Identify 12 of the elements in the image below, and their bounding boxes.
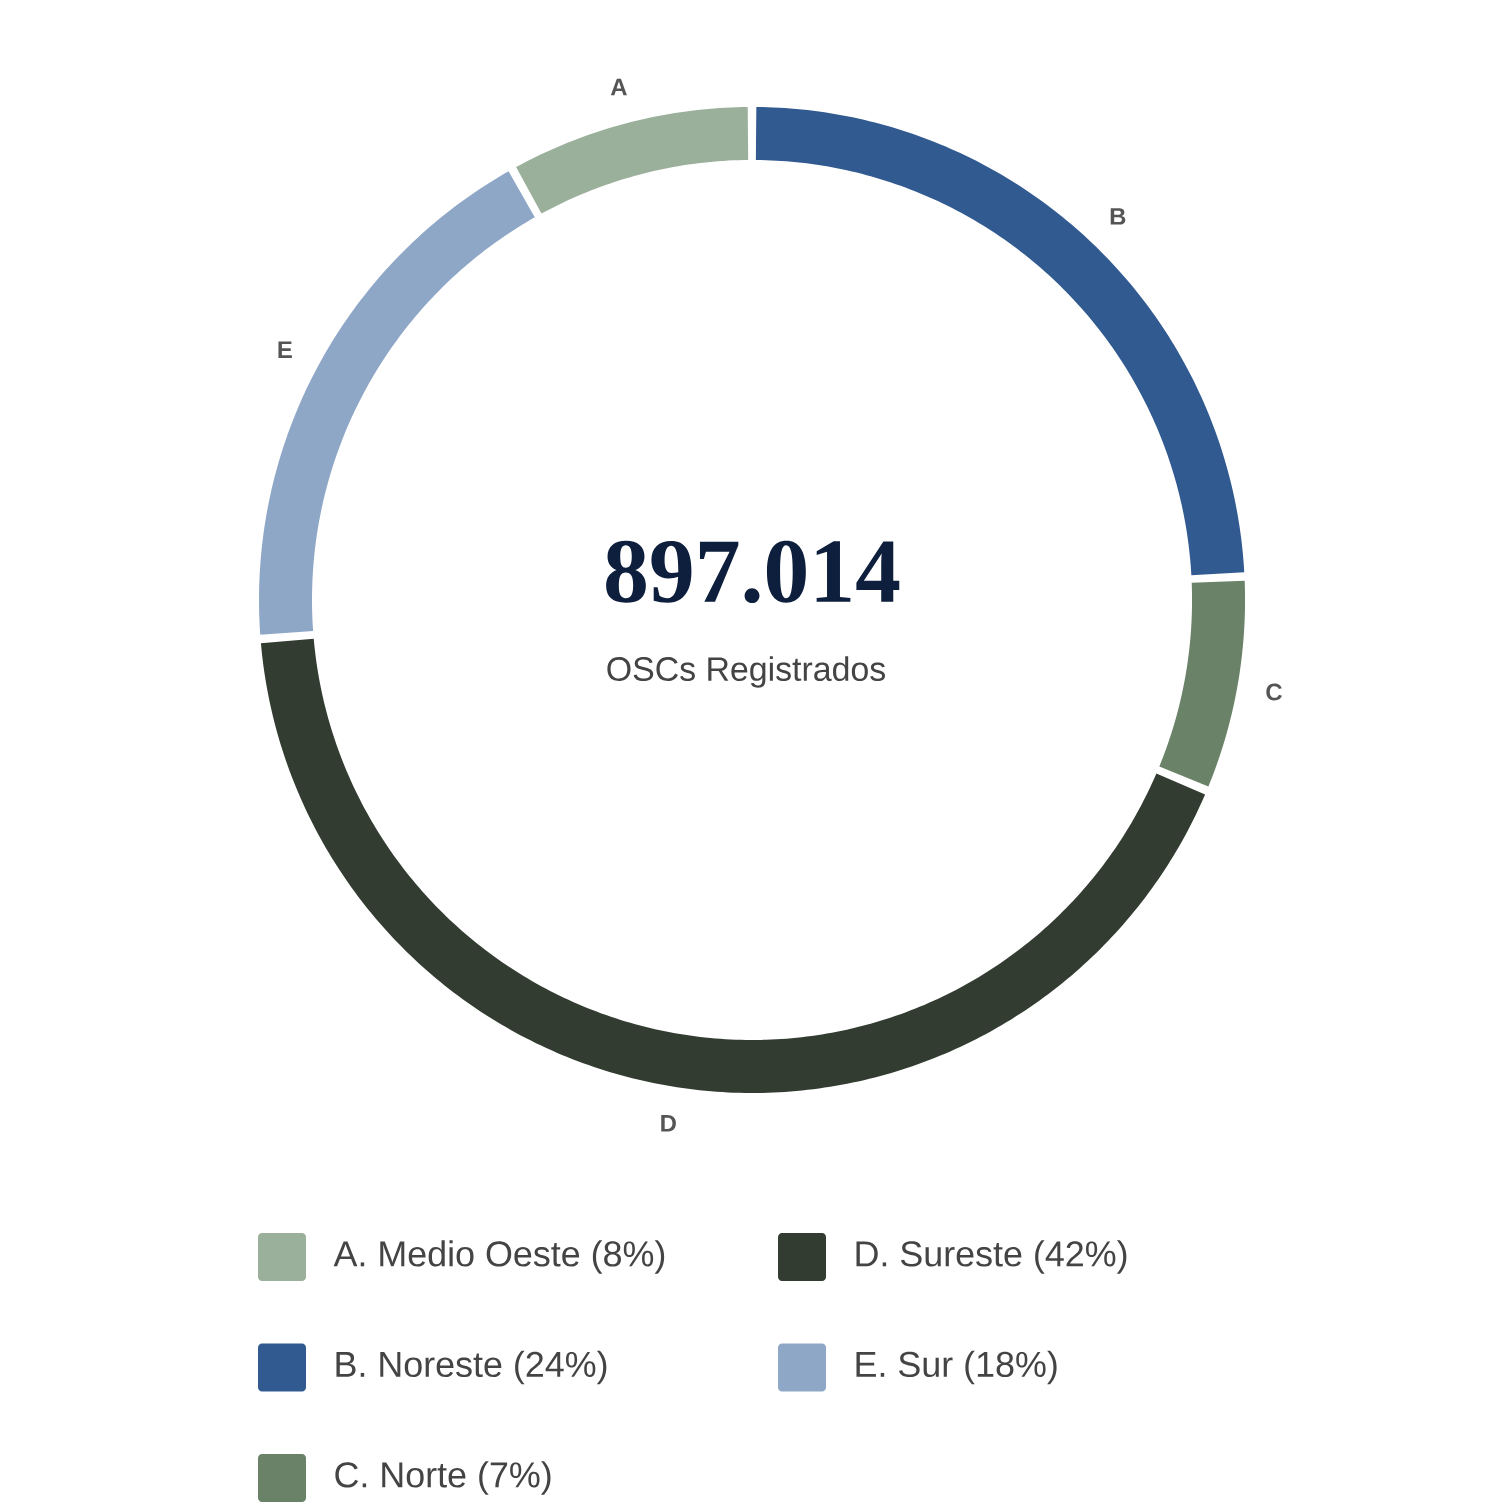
text: B (1110, 208, 1126, 225)
legend-label: D. Sureste (42%) (856, 1240, 1127, 1274)
legend-label: A. Medio Oeste (8%) (333, 1240, 665, 1274)
text: A (610, 78, 627, 96)
text: 897.014 (606, 540, 900, 604)
legend-label: E. Sur (18%) (856, 1350, 1057, 1385)
text: OSCs Registrados (607, 656, 885, 688)
text: C (1266, 683, 1282, 701)
legend-label: C. Norte (7%) (335, 1461, 551, 1495)
legend-label: B. Noreste (24%) (336, 1350, 607, 1385)
text: E (278, 341, 292, 358)
text: D (661, 1115, 676, 1132)
